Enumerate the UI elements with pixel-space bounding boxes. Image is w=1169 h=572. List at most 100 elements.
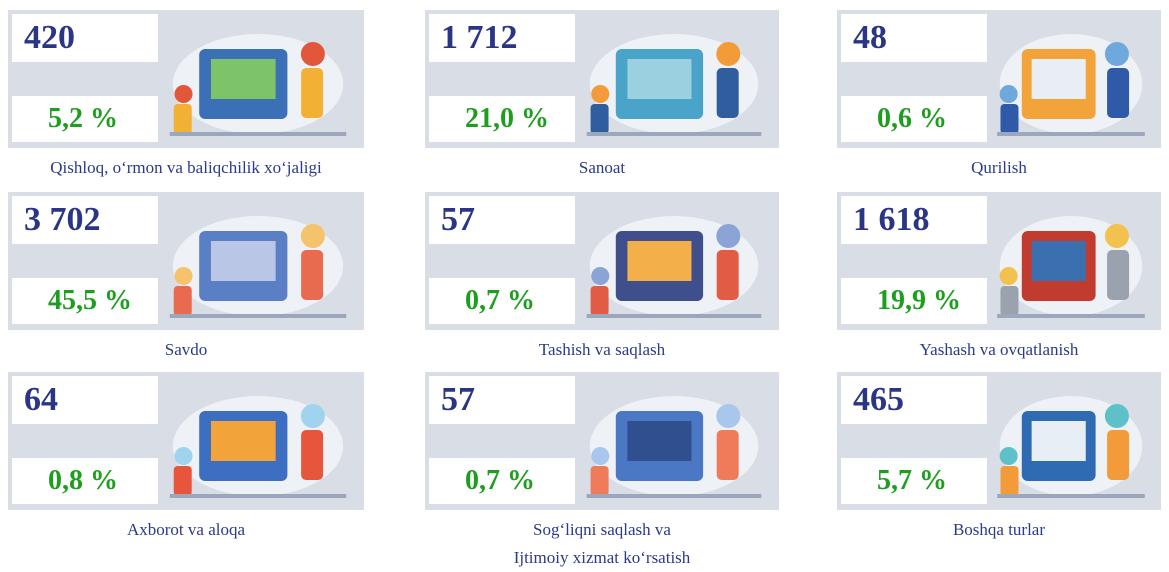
illustration-shape [301,68,324,118]
illustration-shape [169,494,347,498]
count-box: 64 [12,376,158,424]
illustration-shape [591,85,610,103]
card: 1 618 19,9 % [837,192,1161,330]
card: 57 0,7 % [425,372,779,510]
illustration-shape [173,104,192,134]
card: 48 0,6 % [837,10,1161,148]
illustration-shape [169,314,347,318]
label-line: Qishloq, o‘rmon va baliqchilik xo‘jaligi [50,158,322,177]
card-label: Tashish va saqlash [425,336,779,364]
illustration-shape [999,267,1018,285]
illustration-shape [1104,42,1129,66]
illustration-shape [591,267,610,285]
illustration-shape [174,85,193,103]
illustration-shape [997,132,1145,136]
illustration-shape [716,224,741,248]
card: 3 702 45,5 % [8,192,364,330]
illustration-shape [997,494,1145,498]
illustration-shape [716,250,739,300]
illustration [997,216,1145,318]
label-line: Sog‘liqni saqlash va [533,520,671,539]
illustration-shape [1031,241,1086,281]
label-line: Ijtimoiy xizmat ko‘rsatish [513,548,691,567]
illustration-shape [210,59,276,99]
illustration-shape [716,42,741,66]
illustration-shape [174,447,193,465]
count-box: 420 [12,14,158,62]
illustration-shape [1107,250,1130,300]
count-box: 3 702 [12,196,158,244]
illustration-shape [716,430,739,480]
card-label: Qishloq, o‘rmon va baliqchilik xo‘jaligi [8,154,364,182]
count-box: 465 [841,376,987,424]
illustration-shape [1000,286,1019,316]
share-box: 0,7 % [429,458,575,504]
illustration [169,216,347,318]
label-line: Axborot va aloqa [126,520,246,539]
card-label: Axborot va aloqa [8,516,364,544]
illustration-shape [1107,430,1130,480]
card-label: Boshqa turlar [837,516,1161,544]
share-box: 0,7 % [429,278,575,324]
illustration [586,216,762,318]
illustration-shape [1000,466,1019,496]
illustration-shape [173,466,192,496]
label-line: Boshqa turlar [952,520,1046,539]
illustration-shape [300,404,325,428]
illustration-shape [1104,224,1129,248]
card-label: Sog‘liqni saqlash va Ijtimoiy xizmat ko‘r… [425,516,779,572]
card-label: Yashash va ovqatlanish [837,336,1161,364]
illustration-shape [586,494,762,498]
illustration-shape [1107,68,1130,118]
card-label: Sanoat [425,154,779,182]
illustration-shape [1031,59,1086,99]
illustration-shape [586,314,762,318]
illustration-shape [210,421,276,461]
illustration-shape [999,85,1018,103]
share-box: 5,7 % [841,458,987,504]
card: 1 712 21,0 % [425,10,779,148]
illustration-shape [997,314,1145,318]
illustration-shape [590,466,609,496]
illustration-shape [586,132,762,136]
illustration [997,396,1145,498]
illustration [169,34,347,136]
illustration-shape [301,430,324,480]
label-line: Qurilish [971,158,1027,177]
illustration-shape [591,447,610,465]
count-box: 48 [841,14,987,62]
label-line: Savdo [164,340,208,359]
share-box: 5,2 % [12,96,158,142]
illustration-shape [174,267,193,285]
illustration-shape [173,286,192,316]
card-label: Qurilish [837,154,1161,182]
illustration-shape [300,224,325,248]
share-box: 0,8 % [12,458,158,504]
label-line: Yashash va ovqatlanish [919,340,1079,359]
illustration-shape [627,241,692,281]
illustration [169,396,347,498]
illustration [997,34,1145,136]
illustration-shape [301,250,324,300]
illustration [586,396,762,498]
share-box: 21,0 % [429,96,575,142]
share-box: 0,6 % [841,96,987,142]
share-box: 45,5 % [12,278,158,324]
card: 465 5,7 % [837,372,1161,510]
illustration-shape [1104,404,1129,428]
illustration-shape [210,241,276,281]
share-box: 19,9 % [841,278,987,324]
card: 64 0,8 % [8,372,364,510]
card-label: Savdo [8,336,364,364]
card: 57 0,7 % [425,192,779,330]
count-box: 1 618 [841,196,987,244]
illustration-shape [627,421,692,461]
illustration-shape [999,447,1018,465]
illustration [586,34,762,136]
illustration-shape [1000,104,1019,134]
illustration-shape [627,59,692,99]
illustration-shape [300,42,325,66]
illustration-shape [590,104,609,134]
count-box: 1 712 [429,14,575,62]
